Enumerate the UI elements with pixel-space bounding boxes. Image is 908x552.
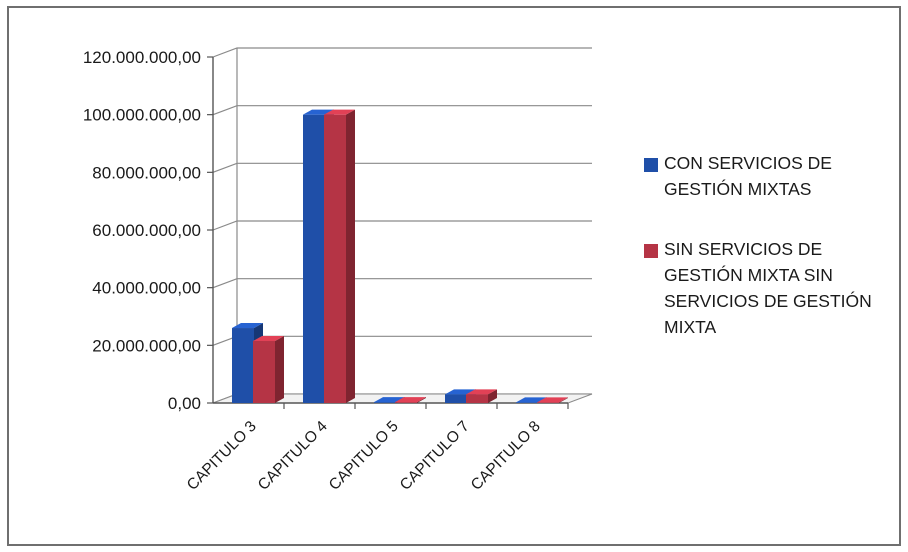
legend-swatch-series-2	[644, 244, 658, 258]
y-tick-label: 40.000.000,00	[92, 279, 201, 298]
legend-swatch-series-1	[644, 158, 658, 172]
bar-sin-5	[537, 397, 568, 403]
bar-sin-1	[253, 336, 284, 403]
x-tick-label: CAPITULO 4	[255, 418, 331, 494]
y-tick-label: 0,00	[168, 394, 201, 413]
legend-label-series-2: SIN SERVICIOS DE GESTIÓN MIXTA SIN SERVI…	[664, 239, 872, 337]
bar-sin-3	[395, 397, 426, 403]
gridline	[212, 220, 592, 231]
y-tick-label: 20.000.000,00	[92, 336, 201, 355]
bars	[232, 109, 568, 404]
bar-sin-4	[466, 389, 497, 403]
legend-item-series-2: SIN SERVICIOS DE GESTIÓN MIXTA SIN SERVI…	[640, 236, 902, 340]
x-tick-label: CAPITULO 8	[468, 418, 544, 494]
y-tick-label: 100.000.000,00	[83, 106, 201, 125]
x-tick-label: CAPITULO 5	[326, 418, 402, 494]
legend-item-series-1: CON SERVICIOS DE GESTIÓN MIXTAS	[640, 150, 902, 202]
y-tick-label: 80.000.000,00	[92, 163, 201, 182]
chart-frame	[7, 6, 901, 546]
legend-label-series-1: CON SERVICIOS DE GESTIÓN MIXTAS	[664, 153, 832, 199]
gridline	[212, 162, 592, 173]
gridline	[212, 105, 592, 116]
legend: CON SERVICIOS DE GESTIÓN MIXTAS SIN SERV…	[640, 150, 902, 374]
y-tick-labels: 0,00 20.000.000,00 40.000.000,00 60.000.000…	[83, 48, 201, 413]
gridline	[212, 278, 592, 289]
y-tick-label: 60.000.000,00	[92, 221, 201, 240]
y-tick-label: 120.000.000,00	[83, 48, 201, 67]
bar-sin-2	[324, 109, 355, 404]
x-tick-label: CAPITULO 7	[397, 418, 473, 494]
x-tick-label: CAPITULO 3	[184, 418, 260, 494]
gridline	[212, 47, 592, 58]
